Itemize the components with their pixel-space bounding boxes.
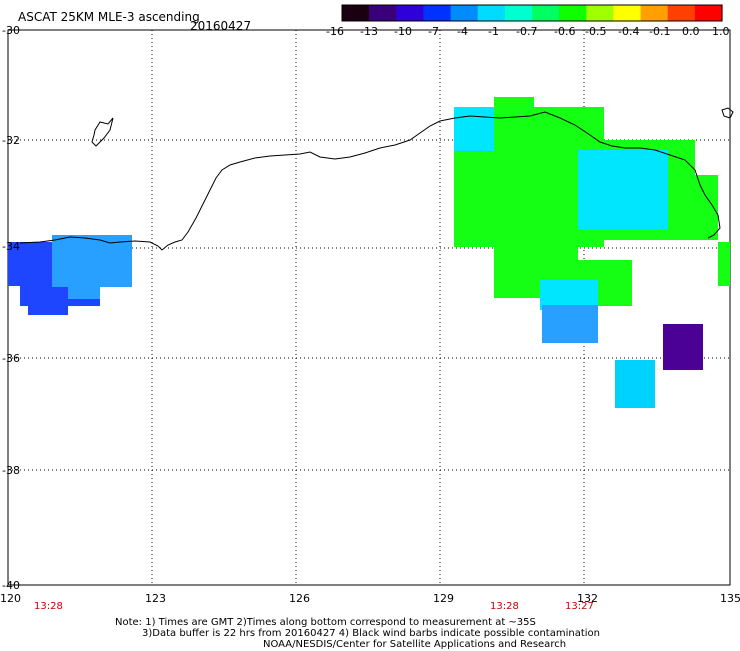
lon-label: 126	[289, 592, 310, 605]
data-cell-swath-east-cyan	[454, 107, 494, 151]
data-cells	[8, 97, 730, 408]
colorbar-label: -16	[326, 25, 344, 38]
colorbar-swatch	[450, 5, 479, 21]
footnote-line: 3)Data buffer is 22 hrs from 20160427 4)…	[142, 628, 600, 639]
colorbar-label: -1	[488, 25, 499, 38]
lon-label: 120	[0, 592, 21, 605]
data-cell-swath-east-green	[718, 242, 730, 286]
island-outline	[91, 117, 114, 147]
colorbar-label: 1.0	[712, 25, 730, 38]
colorbar-label: -0.1	[649, 25, 671, 38]
lat-lon-grid	[8, 30, 730, 585]
colorbar-label: -0.5	[585, 25, 607, 38]
pass-time: 13:28	[34, 601, 63, 612]
colorbar-swatch	[586, 5, 614, 21]
colorbar-swatch	[694, 5, 723, 21]
lat-label: -32	[2, 134, 20, 147]
map-date: 20160427	[190, 19, 252, 33]
colorbar-swatch	[423, 5, 452, 21]
colorbar-swatch	[477, 5, 506, 21]
colorbar-swatch	[559, 5, 587, 21]
colorbar	[341, 4, 723, 22]
colorbar-swatch	[532, 5, 560, 21]
lon-label: 129	[433, 592, 454, 605]
lat-label: -30	[2, 24, 20, 37]
map-frame	[7, 29, 731, 586]
map-title: ASCAT 25KM MLE-3 ascending	[18, 10, 200, 24]
footnote-line: Note: 1) Times are GMT 2)Times along bot…	[115, 617, 536, 628]
footnote-credit: NOAA/NESDIS/Center for Satellite Applica…	[263, 639, 567, 650]
data-cell-swath-west-cyan	[68, 287, 100, 299]
colorbar-swatch	[640, 5, 669, 21]
lat-label: -40	[2, 579, 20, 592]
colorbar-swatch	[396, 5, 424, 21]
pass-time: 13:28	[490, 601, 519, 612]
colorbar-label: -0.7	[516, 25, 538, 38]
data-cell-patch-violet	[663, 324, 703, 370]
data-cell-swath-west-cyan	[542, 305, 598, 343]
lon-label: 132	[577, 592, 598, 605]
data-cell-patch-cyan	[615, 360, 655, 408]
colorbar-swatch	[613, 5, 642, 21]
colorbar-label: -7	[428, 25, 439, 38]
pass-time: 13:27	[565, 601, 594, 612]
colorbar-swatch	[369, 5, 397, 21]
colorbar-label: -0.4	[618, 25, 640, 38]
coastline	[19, 111, 721, 251]
data-cell-swath-east-cyan	[578, 150, 668, 230]
island-outline-east	[721, 107, 734, 119]
lat-label: -34	[2, 240, 20, 253]
data-cell-swath-east-green	[692, 175, 718, 240]
lat-label: -36	[2, 352, 20, 365]
lat-label: -38	[2, 464, 20, 477]
colorbar-swatch	[504, 5, 533, 21]
data-cell-swath-west-blue	[28, 300, 68, 315]
lon-label: 123	[145, 592, 166, 605]
colorbar-label: 0.0	[682, 25, 700, 38]
data-cell-swath-east-green	[494, 97, 534, 109]
colorbar-label: -10	[394, 25, 412, 38]
colorbar-swatch	[342, 5, 370, 21]
colorbar-border	[341, 4, 723, 22]
colorbar-label: -13	[360, 25, 378, 38]
lon-label: 135	[720, 592, 740, 605]
colorbar-swatch	[667, 5, 696, 21]
colorbar-label: -4	[457, 25, 468, 38]
colorbar-label: -0.6	[554, 25, 576, 38]
data-cell-swath-west-cyan	[52, 235, 132, 287]
